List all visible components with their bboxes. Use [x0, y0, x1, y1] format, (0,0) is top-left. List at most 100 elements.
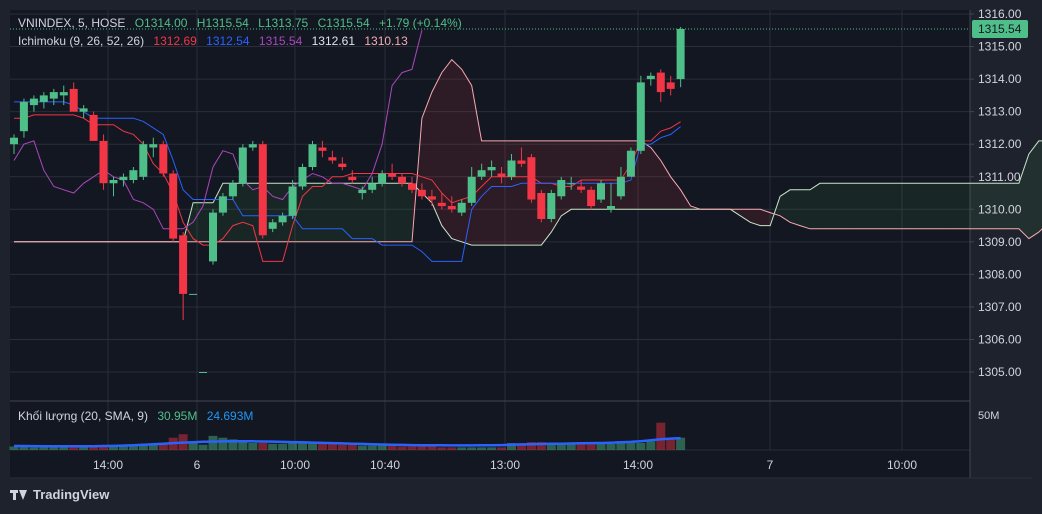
candle-body [527, 157, 536, 200]
volume-bar [517, 443, 526, 450]
price-tick-label: 1314.00 [978, 72, 1022, 86]
candle [89, 111, 98, 141]
volume-bar [337, 444, 347, 450]
price-tick-label: 1308.00 [978, 267, 1022, 281]
candle [159, 140, 168, 177]
time-tick-label: 10:40 [370, 458, 400, 472]
cloud-segment [780, 189, 791, 223]
price-tick-label: 1311.00 [978, 170, 1021, 184]
candle-body [577, 186, 586, 190]
candle-body [338, 163, 347, 167]
volume-bar [596, 443, 606, 450]
senkou-span-a-line [14, 140, 1042, 246]
volume-bar [198, 444, 208, 450]
cloud-segment [969, 183, 980, 229]
last-price-badge: 1315.54 [972, 19, 1028, 38]
cloud-segment [959, 183, 970, 229]
candle-body [59, 92, 68, 96]
senkou-span-b-line [14, 58, 1042, 243]
candle [427, 189, 436, 206]
candle-body [567, 183, 576, 185]
candle-body [10, 137, 18, 145]
cloud-segment [660, 160, 671, 210]
candle [597, 180, 605, 203]
candle [129, 167, 138, 184]
cloud-segment [1018, 153, 1029, 239]
candle-body [89, 114, 98, 141]
tenkan-sen-line [14, 114, 681, 262]
candle-body [268, 222, 277, 229]
cloud-segment [869, 183, 880, 229]
candle-body [666, 82, 675, 89]
volume-bar [497, 447, 506, 450]
kijun-value: 1312.54 [206, 34, 250, 48]
time-tick-label: 13:00 [490, 458, 520, 472]
volume-bar [357, 445, 367, 450]
volume-bar [99, 446, 108, 450]
volume-bar [278, 443, 288, 450]
volume-bar [118, 446, 128, 450]
volume-bar [208, 435, 218, 450]
candle [447, 196, 456, 213]
volume-value: 30.95M [157, 409, 198, 423]
cloud-segment [989, 183, 1000, 229]
cloud-segment [431, 72, 442, 226]
candle [139, 140, 148, 180]
time-tick-label: 6 [194, 458, 201, 472]
candle-body [437, 202, 446, 207]
candle [368, 176, 377, 193]
candle-body [278, 215, 287, 223]
candle [29, 95, 38, 112]
high-value: H1315.54 [196, 16, 249, 30]
candle [388, 163, 397, 180]
candle [378, 170, 387, 187]
candle-body [238, 147, 247, 184]
candle [646, 72, 655, 86]
candle-body [636, 82, 645, 151]
candle-body [607, 206, 615, 210]
candle-body [388, 173, 397, 177]
cloud-segment [541, 140, 552, 246]
candle [408, 176, 416, 193]
candle-body [487, 167, 496, 171]
volume-bar [656, 422, 666, 450]
candle [417, 183, 426, 200]
volume-bar [228, 439, 238, 450]
volume-bar [19, 446, 29, 450]
candle [328, 150, 337, 164]
candle [119, 173, 128, 187]
time-tick-label: 14:00 [93, 458, 123, 472]
cloud-segment [760, 209, 771, 226]
cloud-segment [790, 189, 801, 226]
cloud-segment [421, 92, 432, 203]
volume-bar [397, 446, 407, 450]
candle-body [398, 176, 406, 184]
candle-body [199, 372, 207, 373]
volume-bar [258, 443, 268, 450]
candle-body [119, 176, 128, 181]
candle-body [358, 189, 367, 194]
price-legend: VNINDEX, 5, HOSE O1314.00 H1315.54 L1313… [18, 16, 468, 30]
volume-bar [238, 442, 248, 450]
cloud-segment [322, 183, 333, 242]
chikou-value: 1315.54 [258, 34, 303, 48]
volume-bar [59, 446, 69, 450]
volume-bar [526, 442, 536, 450]
candle [636, 75, 645, 154]
tradingview-logo[interactable]: TradingView [10, 487, 109, 502]
volume-bar [437, 447, 447, 450]
time-tick-label: 7 [767, 458, 774, 472]
candle-body [288, 186, 297, 216]
cloud-segment [879, 183, 890, 229]
ichimoku-label: Ichimoku (9, 26, 52, 26) [18, 34, 145, 48]
volume-bar [298, 443, 307, 450]
cloud-segment [372, 183, 383, 242]
candle [626, 147, 635, 177]
candle-body [318, 147, 327, 151]
volume-bar [109, 446, 118, 450]
candle-body [587, 189, 596, 207]
volume-bar [616, 441, 626, 450]
cloud-segment [889, 183, 900, 229]
cloud-segment [481, 140, 492, 246]
